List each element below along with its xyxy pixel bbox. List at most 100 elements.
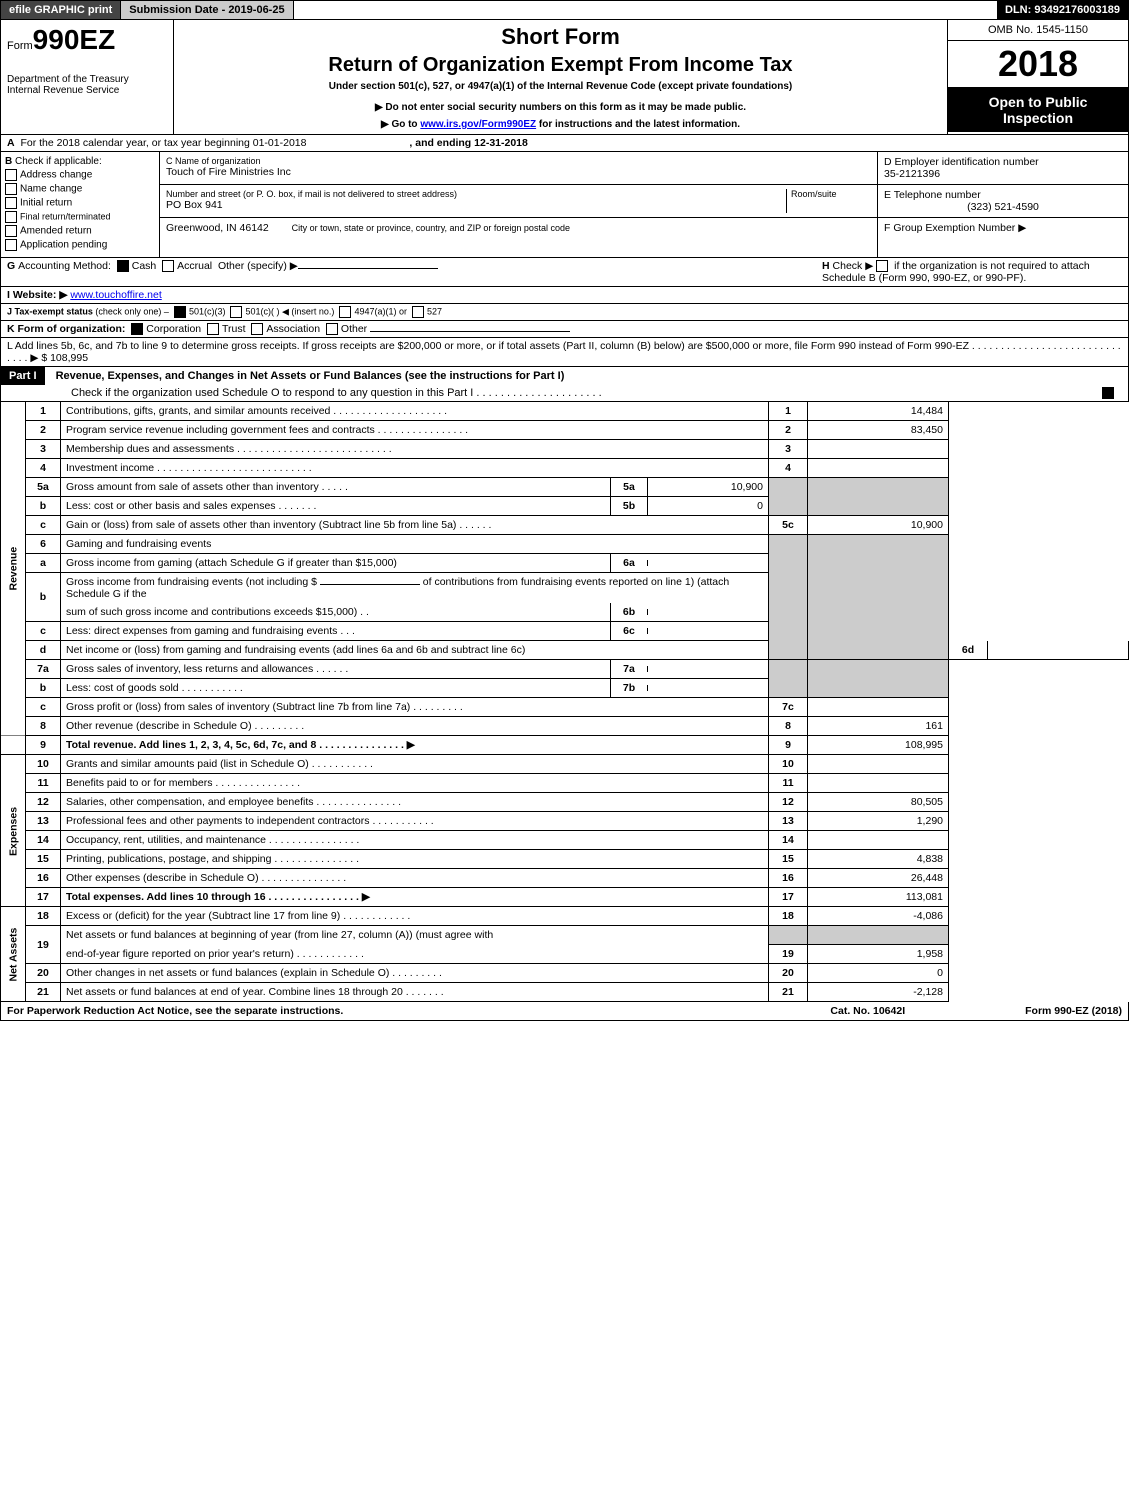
- chk-cash[interactable]: [117, 260, 129, 272]
- city-label: City or town, state or province, country…: [292, 223, 570, 233]
- phone-label: E Telephone number: [884, 189, 1122, 201]
- efile-label: efile GRAPHIC print: [1, 1, 120, 19]
- line-13-amt: 1,290: [808, 812, 949, 831]
- part-i-header: Part I Revenue, Expenses, and Changes in…: [0, 367, 1129, 402]
- footer-left: For Paperwork Reduction Act Notice, see …: [7, 1005, 343, 1017]
- table-row: Revenue 1 Contributions, gifts, grants, …: [1, 402, 1129, 421]
- chk-trust[interactable]: [207, 323, 219, 335]
- footer-mid: Cat. No. 10642I: [830, 1005, 905, 1017]
- room-label: Room/suite: [791, 189, 871, 199]
- table-row: 3 Membership dues and assessments . . . …: [1, 440, 1129, 459]
- omb-number: OMB No. 1545-1150: [948, 20, 1128, 41]
- section-k: K Form of organization: Corporation Trus…: [0, 321, 1129, 338]
- table-row: 7a Gross sales of inventory, less return…: [1, 660, 1129, 679]
- chk-501c[interactable]: [230, 306, 242, 318]
- table-row: 2 Program service revenue including gove…: [1, 421, 1129, 440]
- line-19-amt: 1,958: [808, 944, 949, 963]
- chk-schedule-o[interactable]: [1102, 387, 1114, 399]
- instr-ssn: ▶ Do not enter social security numbers o…: [180, 102, 941, 113]
- city-state-zip: Greenwood, IN 46142: [166, 222, 269, 234]
- tax-year: 2018: [948, 41, 1128, 88]
- chk-name-change[interactable]: Name change: [5, 183, 155, 195]
- chk-501c3[interactable]: [174, 306, 186, 318]
- ein-label: D Employer identification number: [884, 156, 1122, 168]
- table-row: 12 Salaries, other compensation, and emp…: [1, 793, 1129, 812]
- chk-527[interactable]: [412, 306, 424, 318]
- line-5c-amt: 10,900: [808, 516, 949, 535]
- top-bar: efile GRAPHIC print Submission Date - 20…: [0, 0, 1129, 20]
- group-exemption-label: F Group Exemption Number ▶: [884, 222, 1122, 234]
- table-row: d Net income or (loss) from gaming and f…: [1, 641, 1129, 660]
- section-gh: G Accounting Method: Cash Accrual Other …: [0, 258, 1129, 287]
- phone-value: (323) 521-4590: [884, 201, 1122, 213]
- table-row: 8 Other revenue (describe in Schedule O)…: [1, 717, 1129, 736]
- table-row: Expenses 10 Grants and similar amounts p…: [1, 755, 1129, 774]
- table-row: 6 Gaming and fundraising events: [1, 535, 1129, 554]
- dept-irs: Internal Revenue Service: [7, 85, 167, 96]
- line-9-amt: 108,995: [808, 736, 949, 755]
- chk-amended-return[interactable]: Amended return: [5, 225, 155, 237]
- chk-accrual[interactable]: [162, 260, 174, 272]
- open-to-public: Open to Public Inspection: [948, 88, 1128, 132]
- website-link[interactable]: www.touchoffire.net: [70, 289, 161, 301]
- line-8-amt: 161: [808, 717, 949, 736]
- form-number: 990EZ: [33, 24, 116, 55]
- chk-initial-return[interactable]: Initial return: [5, 197, 155, 209]
- table-row: Net Assets 18 Excess or (deficit) for th…: [1, 907, 1129, 926]
- return-title: Return of Organization Exempt From Incom…: [180, 54, 941, 77]
- line-20-amt: 0: [808, 963, 949, 982]
- short-form-title: Short Form: [180, 24, 941, 50]
- part-i-sub: Check if the organization used Schedule …: [71, 387, 602, 399]
- table-row: a Gross income from gaming (attach Sched…: [1, 554, 1129, 573]
- line-17-amt: 113,081: [808, 888, 949, 907]
- dln-label: DLN: 93492176003189: [997, 1, 1128, 19]
- irs-link[interactable]: www.irs.gov/Form990EZ: [420, 119, 536, 130]
- section-j: J Tax-exempt status (check only one) – 5…: [0, 304, 1129, 321]
- table-row: 17 Total expenses. Add lines 10 through …: [1, 888, 1129, 907]
- org-name-label: C Name of organization: [166, 156, 871, 166]
- line-5b-val: 0: [647, 497, 768, 515]
- line-1-amt: 14,484: [808, 402, 949, 421]
- form-footer: For Paperwork Reduction Act Notice, see …: [0, 1002, 1129, 1021]
- chk-schedule-b[interactable]: [876, 260, 888, 272]
- dept-treasury: Department of the Treasury: [7, 74, 167, 85]
- org-name: Touch of Fire Ministries Inc: [166, 166, 871, 178]
- table-row: 11 Benefits paid to or for members . . .…: [1, 774, 1129, 793]
- chk-address-change[interactable]: Address change: [5, 169, 155, 181]
- chk-association[interactable]: [251, 323, 263, 335]
- line-21-amt: -2,128: [808, 982, 949, 1001]
- chk-other-org[interactable]: [326, 323, 338, 335]
- table-row: c Less: direct expenses from gaming and …: [1, 622, 1129, 641]
- form-header: Form990EZ Department of the Treasury Int…: [0, 20, 1129, 135]
- table-row: 14 Occupancy, rent, utilities, and maint…: [1, 831, 1129, 850]
- chk-application-pending[interactable]: Application pending: [5, 239, 155, 251]
- part-i-title: Revenue, Expenses, and Changes in Net As…: [48, 370, 565, 382]
- table-row: 16 Other expenses (describe in Schedule …: [1, 869, 1129, 888]
- line-18-amt: -4,086: [808, 907, 949, 926]
- line-a: A For the 2018 calendar year, or tax yea…: [0, 135, 1129, 152]
- chk-corporation[interactable]: [131, 323, 143, 335]
- netassets-side-label: Net Assets: [1, 907, 26, 1002]
- table-row: sum of such gross income and contributio…: [1, 603, 1129, 622]
- instr-goto: ▶ Go to www.irs.gov/Form990EZ for instru…: [180, 119, 941, 130]
- revenue-side-label: Revenue: [1, 402, 26, 736]
- section-l: L Add lines 5b, 6c, and 7b to line 9 to …: [0, 338, 1129, 367]
- table-row: 4 Investment income . . . . . . . . . . …: [1, 459, 1129, 478]
- part-i-label: Part I: [1, 367, 45, 385]
- chk-4947[interactable]: [339, 306, 351, 318]
- submission-date: Submission Date - 2019-06-25: [120, 1, 293, 19]
- line-15-amt: 4,838: [808, 850, 949, 869]
- ein-value: 35-2121396: [884, 168, 1122, 180]
- table-row: end-of-year figure reported on prior yea…: [1, 944, 1129, 963]
- subtitle: Under section 501(c), 527, or 4947(a)(1)…: [180, 81, 941, 92]
- table-row: c Gain or (loss) from sale of assets oth…: [1, 516, 1129, 535]
- table-row: 13 Professional fees and other payments …: [1, 812, 1129, 831]
- line-12-amt: 80,505: [808, 793, 949, 812]
- street-address: PO Box 941: [166, 199, 786, 211]
- table-row: 9 Total revenue. Add lines 1, 2, 3, 4, 5…: [1, 736, 1129, 755]
- chk-final-return[interactable]: Final return/terminated: [5, 211, 155, 223]
- section-b: B Check if applicable: Address change Na…: [1, 152, 160, 257]
- form-table: Revenue 1 Contributions, gifts, grants, …: [0, 402, 1129, 1002]
- footer-right: Form 990-EZ (2018): [1025, 1005, 1122, 1017]
- section-def: D Employer identification number 35-2121…: [877, 152, 1128, 257]
